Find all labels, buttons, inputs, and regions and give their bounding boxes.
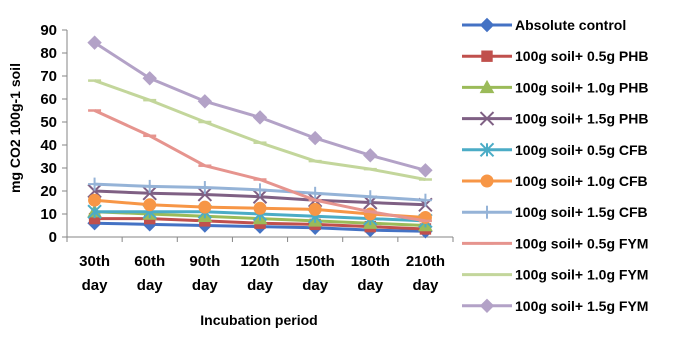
legend-marker	[479, 17, 495, 33]
x-tick-label: 210th day	[406, 253, 445, 294]
series-9	[88, 79, 432, 181]
data-point	[252, 189, 268, 204]
data-point	[252, 110, 268, 125]
series-7	[88, 177, 432, 207]
x-tick-label: 120th day	[240, 253, 279, 294]
data-point	[197, 187, 213, 202]
y-axis-ticks: 0 10 20 30 40 50 60 70 80 90	[40, 22, 67, 246]
series-6	[88, 193, 432, 224]
legend-item: 100g soil+ 1.0g PHB	[462, 79, 648, 95]
legend-item: 100g soil+ 0.5g CFB	[462, 142, 648, 158]
legend-label: 100g soil+ 0.5g PHB	[515, 48, 648, 64]
y-tick-label: 60	[40, 91, 57, 108]
y-tick-label: 30	[40, 160, 57, 177]
legend-label: Absolute control	[515, 17, 626, 33]
data-point	[308, 202, 322, 216]
x-tick-label: 90th day	[189, 253, 220, 294]
data-point	[142, 71, 157, 86]
legend-marker	[479, 298, 495, 314]
data-point	[363, 148, 378, 163]
data-point	[253, 201, 267, 215]
plot-area	[66, 30, 453, 238]
legend-item: 100g soil+ 0.5g PHB	[462, 48, 648, 64]
legend-marker	[480, 174, 494, 188]
data-point	[418, 193, 432, 207]
data-point	[198, 181, 212, 195]
data-point	[363, 190, 377, 204]
data-point	[307, 130, 323, 146]
y-tick-label: 40	[40, 137, 57, 154]
data-point	[143, 198, 157, 212]
data-point	[143, 179, 157, 193]
data-point	[197, 94, 213, 109]
legend-label: 100g soil+ 1.5g CFB	[515, 204, 648, 220]
y-tick-label: 0	[49, 229, 57, 246]
series-10	[87, 35, 433, 178]
y-tick-label: 70	[40, 68, 57, 85]
legend: Absolute control 100g soil+ 0.5g PHB 100g …	[462, 17, 648, 314]
legend-item: 100g soil+ 1.5g PHB	[462, 111, 648, 127]
legend-label: 100g soil+ 1.0g FYM	[515, 267, 648, 283]
data-point	[87, 35, 102, 50]
data-point	[87, 204, 102, 219]
x-tick-label: 150th day	[296, 253, 335, 294]
legend-item: Absolute control	[462, 17, 626, 33]
data-point	[308, 186, 322, 200]
x-tick-label: 30th day	[79, 253, 110, 294]
y-tick-label: 10	[40, 206, 57, 223]
legend-item: 100g soil+ 1.5g CFB	[462, 204, 648, 220]
legend-marker	[479, 111, 495, 126]
legend-marker	[480, 205, 494, 219]
y-tick-label: 50	[40, 114, 57, 131]
data-point	[198, 200, 212, 214]
legend-item: 100g soil+ 1.0g FYM	[462, 267, 648, 283]
data-point	[253, 183, 267, 197]
legend-label: 100g soil+ 1.0g PHB	[515, 79, 648, 95]
legend-marker	[479, 79, 495, 94]
data-point	[88, 177, 102, 191]
series-line	[93, 41, 426, 172]
x-axis-ticks: 30th day 60th day 90th day 120th day 150th day 180…	[66, 237, 454, 294]
legend-item: 100g soil+ 0.5g FYM	[462, 235, 648, 251]
legend-marker	[481, 50, 493, 62]
series-8	[88, 109, 432, 223]
x-tick-label: 60th day	[134, 253, 165, 294]
legend-marker	[479, 142, 495, 158]
series-line	[94, 79, 426, 181]
legend-label: 100g soil+ 1.5g PHB	[515, 111, 648, 127]
series-group	[87, 35, 433, 239]
legend-label: 100g soil+ 0.5g CFB	[515, 142, 648, 158]
y-tick-label: 20	[40, 183, 57, 200]
x-tick-label: 180th day	[351, 253, 390, 294]
x-axis-title: Incubation period	[200, 312, 317, 328]
data-point	[88, 193, 102, 207]
y-tick-label: 90	[40, 22, 57, 39]
y-axis-title: mg CO2 100g-1 soil	[7, 63, 23, 193]
data-point	[418, 163, 433, 178]
legend-label: 100g soil+ 1.5g FYM	[515, 298, 648, 314]
data-point	[87, 183, 102, 199]
legend-item: 100g soil+ 1.5g FYM	[462, 298, 648, 314]
legend-label: 100g soil+ 0.5g FYM	[515, 235, 648, 251]
legend-item: 100g soil+ 1.0g CFB	[462, 173, 648, 189]
y-tick-label: 80	[40, 45, 57, 62]
legend-label: 100g soil+ 1.0g CFB	[515, 173, 648, 189]
data-point	[142, 186, 157, 201]
